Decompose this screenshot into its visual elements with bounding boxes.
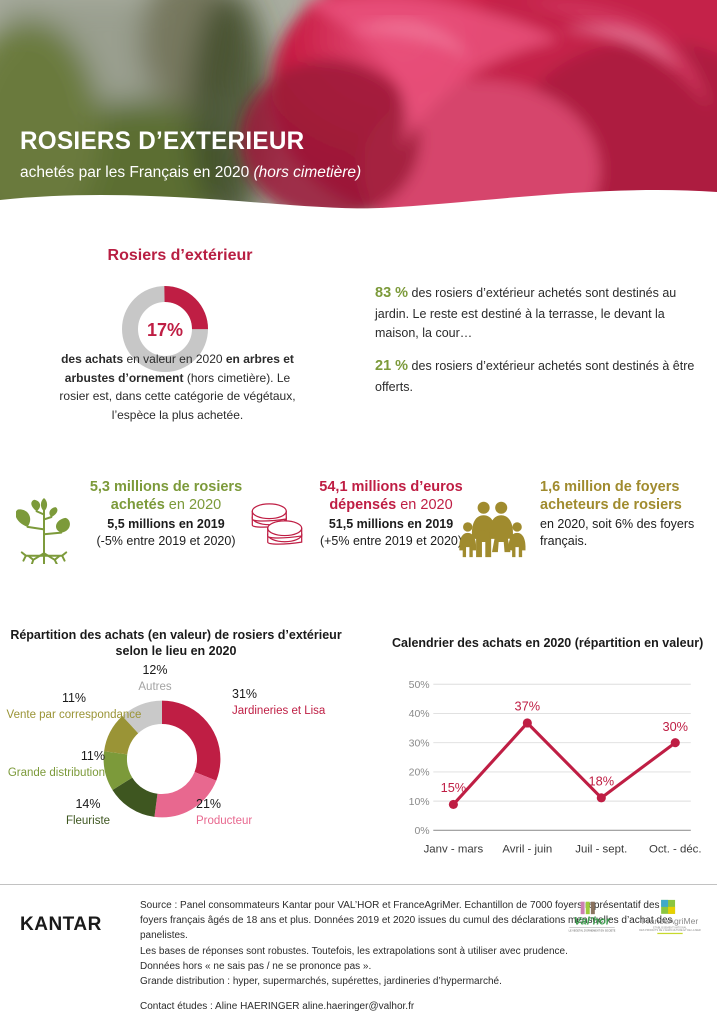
svg-text:Janv - mars: Janv - mars bbox=[424, 843, 484, 855]
svg-text:Val’hor: Val’hor bbox=[574, 915, 611, 927]
svg-text:FranceAgriMer: FranceAgriMer bbox=[642, 916, 699, 926]
svg-text:15%: 15% bbox=[441, 780, 467, 795]
svg-text:18%: 18% bbox=[589, 774, 615, 789]
svg-text:LE VEGETAL D’ORNEMENT EN SOCIE: LE VEGETAL D’ORNEMENT EN SOCIETE bbox=[569, 930, 616, 933]
svg-text:Avril - juin: Avril - juin bbox=[502, 843, 552, 855]
svg-text:30%: 30% bbox=[409, 737, 430, 749]
svg-text:50%: 50% bbox=[409, 679, 430, 691]
svg-text:37%: 37% bbox=[515, 699, 541, 714]
svg-text:Oct. - déc.: Oct. - déc. bbox=[649, 843, 702, 855]
svg-text:10%: 10% bbox=[409, 796, 430, 808]
svg-text:17%: 17% bbox=[147, 320, 183, 340]
svg-text:DES PRODUITS DE L’AGRICULTURE: DES PRODUITS DE L’AGRICULTURE ET DE LA M… bbox=[639, 929, 701, 932]
svg-text:30%: 30% bbox=[662, 719, 688, 734]
svg-text:Juil - sept.: Juil - sept. bbox=[575, 843, 627, 855]
svg-text:40%: 40% bbox=[409, 708, 430, 720]
svg-text:20%: 20% bbox=[409, 767, 430, 779]
svg-text:0%: 0% bbox=[414, 825, 429, 837]
